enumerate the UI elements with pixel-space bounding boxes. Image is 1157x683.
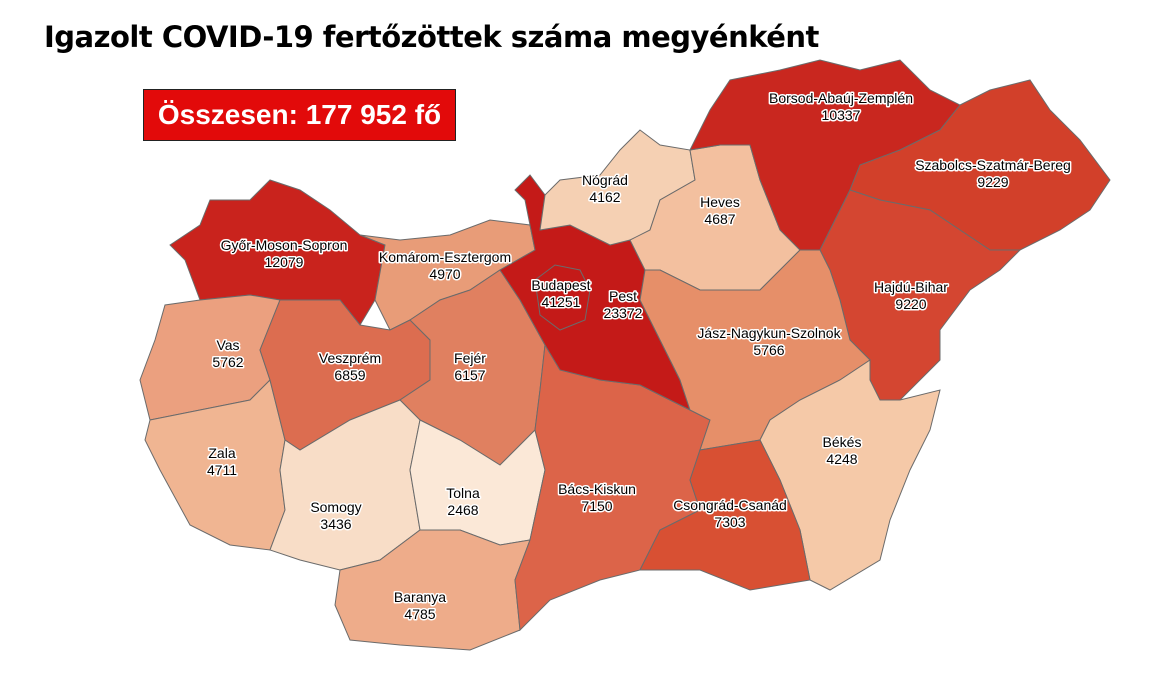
county-name-label: Győr-Moson-Sopron (221, 237, 348, 253)
county-value-label: 23372 (604, 305, 643, 321)
county-name-label: Veszprém (319, 350, 381, 366)
county-value-label: 4248 (826, 451, 857, 467)
county-name-label: Tolna (446, 485, 480, 501)
county-name-label: Békés (823, 434, 862, 450)
county-value-label: 7303 (714, 514, 745, 530)
county-name-label: Borsod-Abaúj-Zemplén (769, 90, 913, 106)
county-name-label: Vas (216, 337, 239, 353)
map-title: Igazolt COVID-19 fertőzöttek száma megyé… (44, 20, 819, 54)
county-name-label: Szabolcs-Szatmár-Bereg (915, 157, 1071, 173)
county-value-label: 5762 (212, 354, 243, 370)
county-name-label: Somogy (310, 499, 361, 515)
county-name-label: Komárom-Esztergom (379, 249, 511, 265)
county-value-label: 5766 (753, 342, 784, 358)
county-name-label: Bács-Kiskun (558, 481, 636, 497)
county-name-label: Hajdú-Bihar (874, 279, 948, 295)
county-name-label: Fejér (454, 350, 486, 366)
total-cases-box: Összesen: 177 952 fő (143, 89, 456, 141)
county-name-label: Jász-Nagykun-Szolnok (697, 325, 841, 341)
county-value-label: 2468 (447, 502, 478, 518)
county-value-label: 4162 (589, 189, 620, 205)
county-value-label: 6859 (334, 367, 365, 383)
county-name-label: Budapest (531, 277, 590, 293)
county-value-label: 6157 (454, 367, 485, 383)
county-value-label: 41251 (542, 294, 581, 310)
county-value-label: 12079 (265, 254, 304, 270)
county-value-label: 4970 (429, 266, 460, 282)
county-value-label: 9220 (895, 296, 926, 312)
county-name-label: Heves (700, 194, 740, 210)
county-value-label: 4785 (404, 606, 435, 622)
county-value-label: 3436 (320, 516, 351, 532)
county-name-label: Nógrád (582, 172, 628, 188)
county-csongrad-csanad (639, 439, 811, 591)
county-value-label: 10337 (822, 107, 861, 123)
county-name-label: Zala (208, 445, 235, 461)
county-value-label: 7150 (581, 498, 612, 514)
county-value-label: 4687 (704, 211, 735, 227)
county-name-label: Baranya (394, 589, 446, 605)
county-budapest (534, 264, 591, 331)
county-value-label: 4711 (207, 462, 237, 478)
county-name-label: Csongrád-Csanád (673, 497, 787, 513)
county-name-label: Pest (609, 288, 637, 304)
county-value-label: 9229 (977, 174, 1008, 190)
